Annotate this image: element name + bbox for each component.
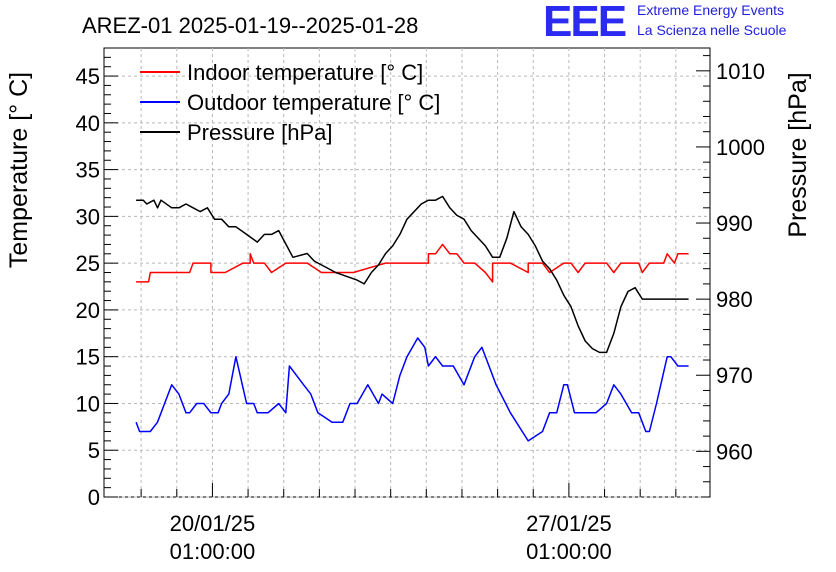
right-tick-label: 960: [716, 439, 753, 464]
right-tick-label: 1010: [716, 59, 765, 84]
right-tick-label: 1000: [716, 135, 765, 160]
org-name-line2: La Scienza nelle Scuole: [637, 22, 787, 38]
series-line-outdoor: [135, 337, 689, 442]
left-tick-label: 20: [76, 298, 100, 323]
left-tick-label: 35: [76, 158, 100, 183]
left-tick-label: 5: [88, 438, 100, 463]
x-tick-label-time: 01:00:00: [170, 539, 256, 564]
left-tick-label: 40: [76, 111, 100, 136]
left-tick-label: 30: [76, 204, 100, 229]
legend-label: Indoor temperature [° C]: [187, 60, 423, 85]
right-tick-label: 980: [716, 287, 753, 312]
eee-logo: EEE: [543, 0, 633, 44]
x-tick-label-time: 01:00:00: [526, 539, 612, 564]
eee-logo-text: EEE: [543, 0, 627, 46]
left-tick-label: 0: [88, 485, 100, 510]
series-line-indoor: [136, 243, 689, 283]
right-tick-label: 990: [716, 211, 753, 236]
left-tick-label: 15: [76, 345, 100, 370]
left-tick-label: 45: [76, 64, 100, 89]
left-axis-title: Temperature [° C]: [5, 72, 33, 268]
left-tick-label: 10: [76, 391, 100, 416]
plot-frame: [103, 47, 711, 498]
series-line-pressure: [136, 195, 689, 354]
x-tick-label-date: 27/01/25: [526, 511, 612, 536]
right-tick-label: 970: [716, 363, 753, 388]
legend-label: Pressure [hPa]: [187, 120, 333, 145]
left-tick-label: 25: [76, 251, 100, 276]
right-axis-title: Pressure [hPa]: [784, 72, 812, 237]
chart-title: AREZ-01 2025-01-19--2025-01-28: [82, 13, 418, 38]
x-tick-label-date: 20/01/25: [170, 511, 256, 536]
legend-label: Outdoor temperature [° C]: [187, 90, 440, 115]
org-name-line1: Extreme Energy Events: [637, 2, 785, 18]
